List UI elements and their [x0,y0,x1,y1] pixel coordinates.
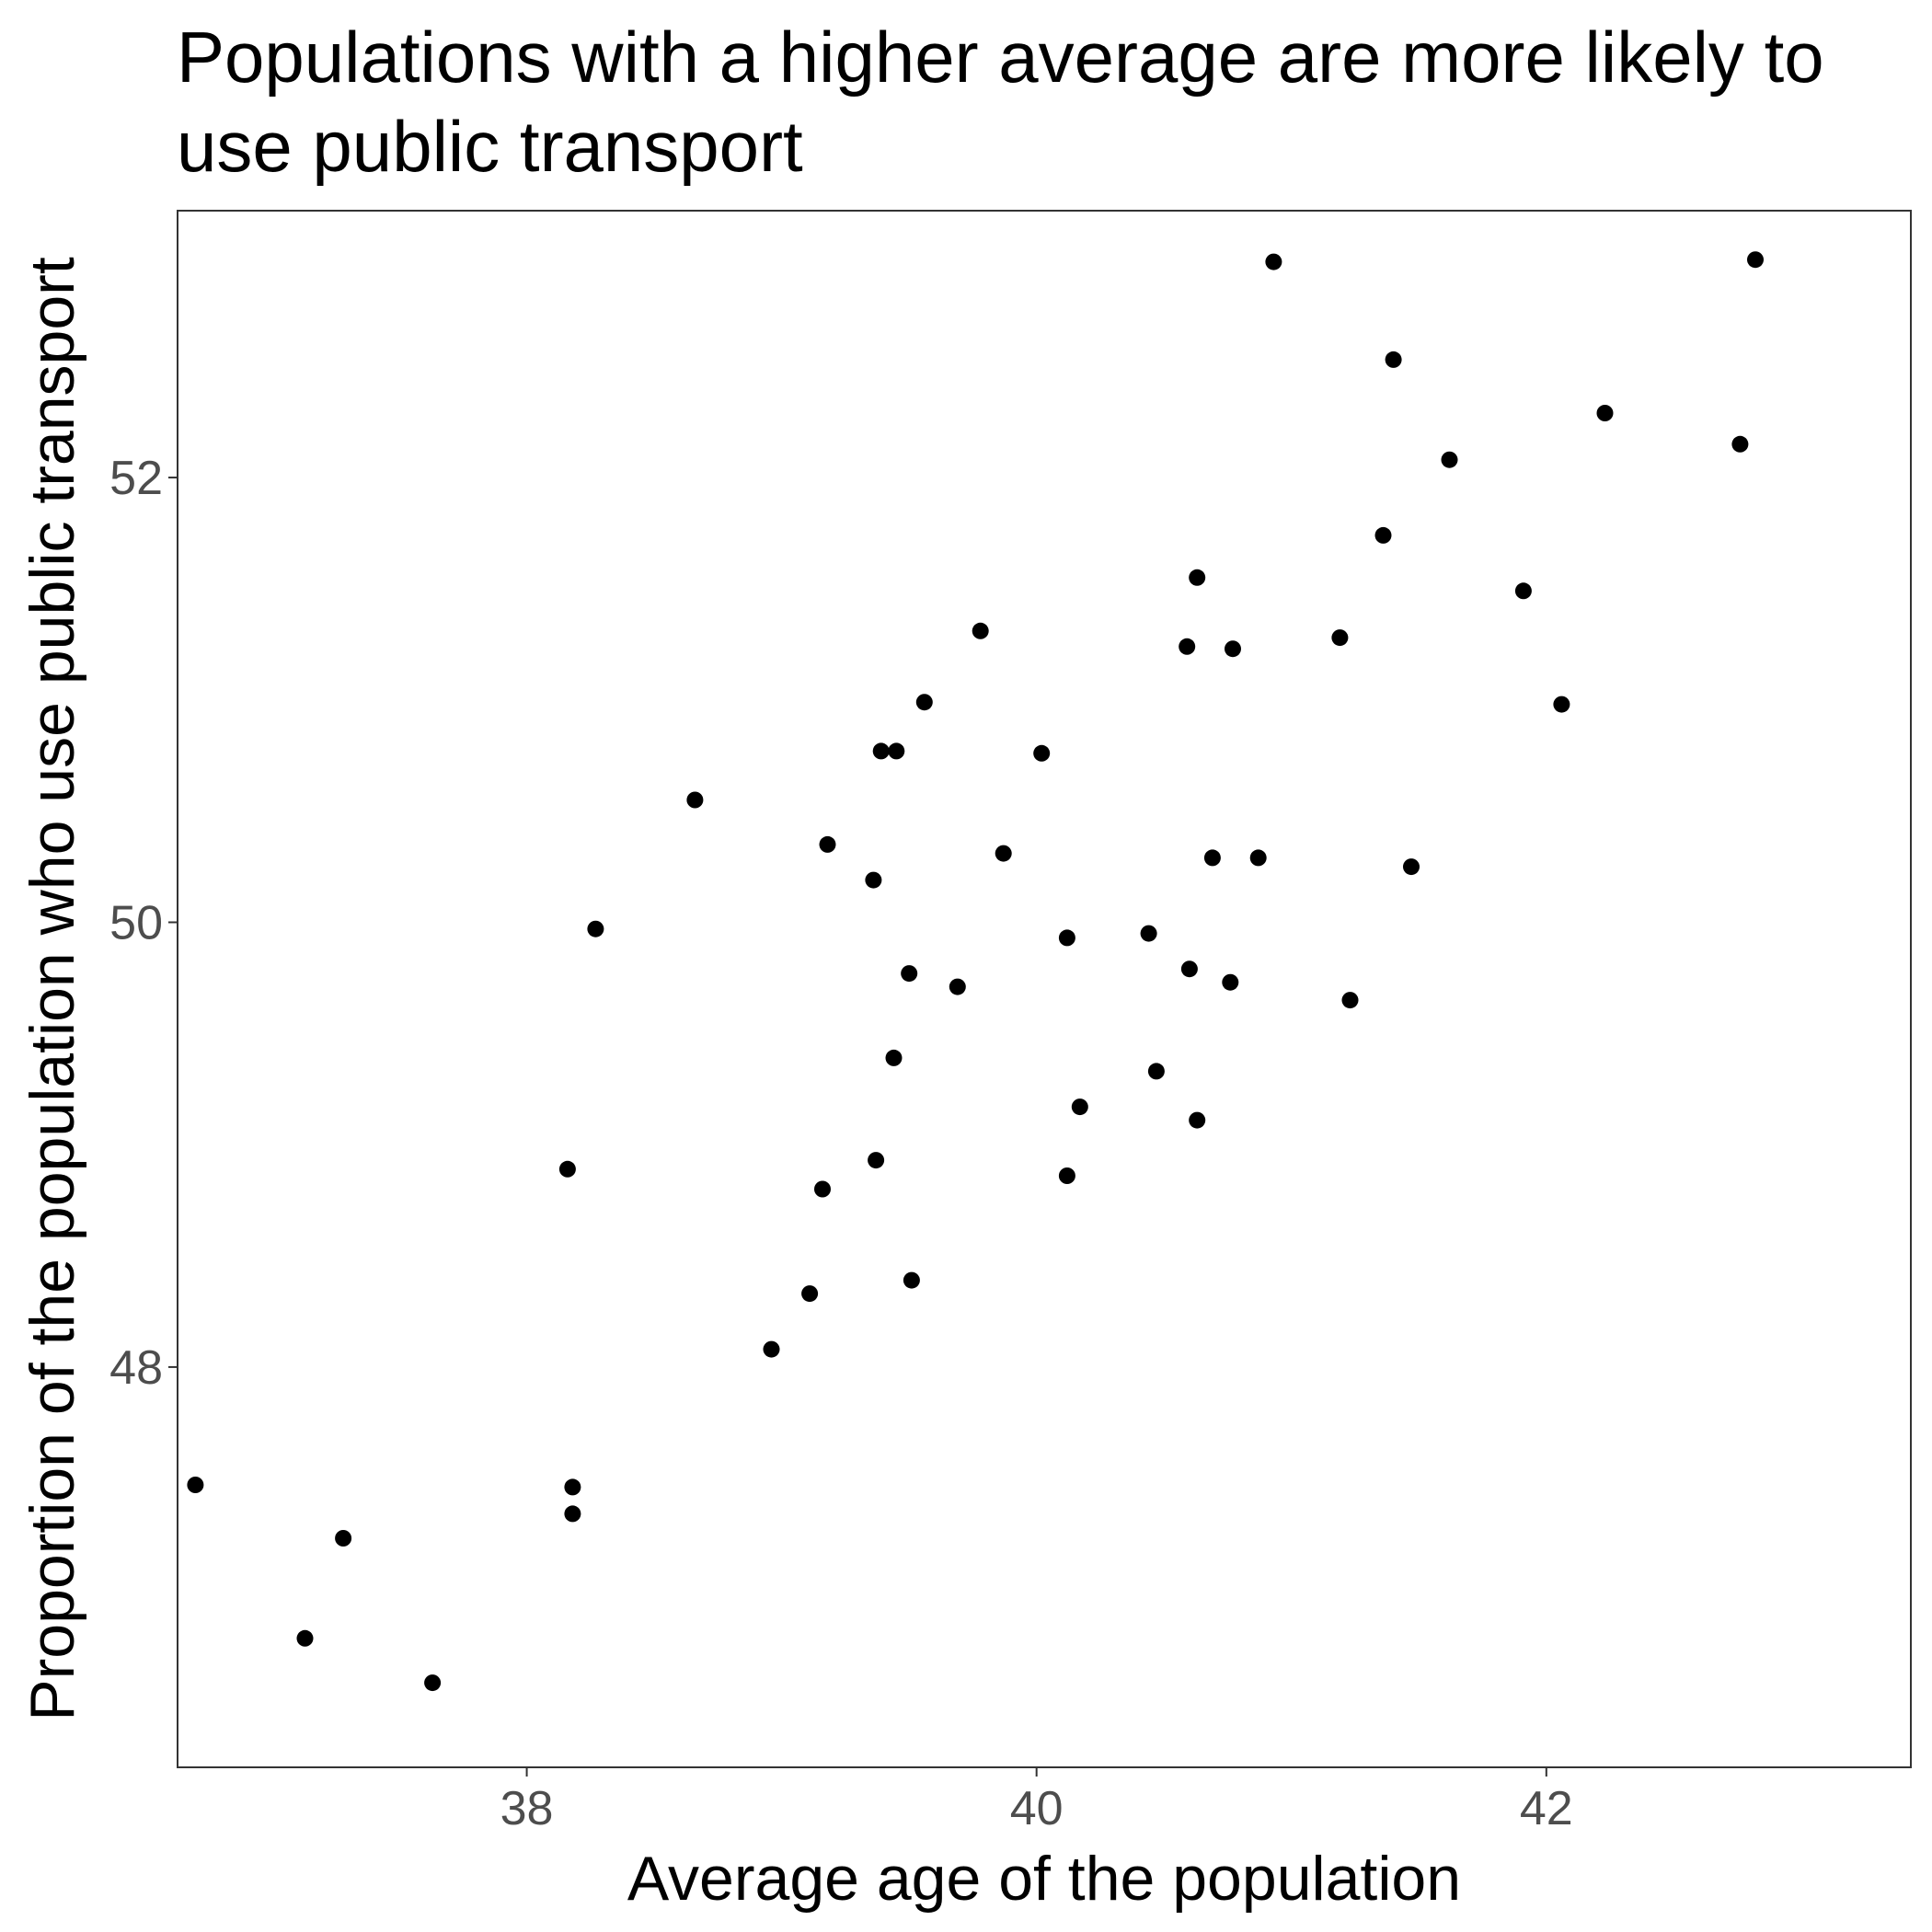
x-axis-title: Average age of the population [627,1844,1461,1914]
y-axis-title: Proportion of the population who use pub… [17,257,87,1721]
y-tick-label: 48 [109,1341,163,1395]
data-point-4 [559,1161,576,1178]
y-axis-ticks: 48 50 52 [109,452,178,1395]
data-point-30 [1179,638,1195,655]
data-point-22 [972,623,989,639]
data-point-18 [901,965,917,982]
data-point-15 [873,742,890,759]
data-point-8 [686,792,703,809]
data-point-17 [888,742,904,759]
data-point-16 [886,1050,903,1066]
data-point-42 [1386,351,1402,368]
data-point-45 [1515,582,1532,599]
data-point-34 [1204,849,1221,866]
data-point-37 [1250,849,1267,866]
data-point-40 [1342,992,1359,1008]
data-point-23 [995,845,1012,862]
data-point-9 [764,1341,780,1358]
data-point-6 [564,1505,581,1522]
data-point-5 [564,1478,581,1495]
data-point-39 [1331,629,1348,646]
data-point-48 [1731,436,1748,453]
data-point-38 [1265,254,1282,270]
data-point-21 [949,979,966,995]
data-point-20 [916,694,933,710]
x-tick-label: 42 [1520,1782,1573,1835]
data-point-44 [1442,452,1458,468]
y-tick-label: 50 [109,896,163,949]
data-point-10 [801,1285,818,1302]
data-point-29 [1148,1063,1165,1079]
data-point-27 [1072,1098,1088,1115]
data-point-41 [1375,527,1392,544]
data-point-28 [1141,926,1157,942]
data-point-46 [1553,696,1570,713]
data-point-3 [424,1674,441,1691]
data-points [187,251,1764,1691]
data-point-11 [814,1181,831,1198]
data-point-47 [1597,405,1614,421]
data-point-19 [903,1272,920,1289]
data-point-13 [865,872,881,889]
x-tick-label: 40 [1010,1782,1064,1835]
data-point-25 [1059,929,1075,946]
data-point-0 [187,1477,203,1493]
x-axis-ticks: 38 40 42 [500,1767,1573,1835]
data-point-31 [1181,960,1198,977]
data-point-14 [868,1152,884,1168]
data-point-24 [1033,745,1050,762]
plot-panel [178,211,1911,1767]
x-tick-label: 38 [500,1782,554,1835]
data-point-43 [1403,858,1420,875]
data-point-26 [1059,1167,1075,1184]
data-point-33 [1189,1112,1205,1129]
y-tick-label: 52 [109,452,163,505]
data-point-12 [820,836,836,853]
data-point-49 [1747,251,1764,268]
data-point-1 [297,1630,314,1647]
data-point-2 [335,1530,351,1547]
data-point-32 [1189,569,1205,586]
data-point-35 [1222,974,1238,991]
data-point-7 [587,921,604,937]
data-point-36 [1225,640,1241,657]
